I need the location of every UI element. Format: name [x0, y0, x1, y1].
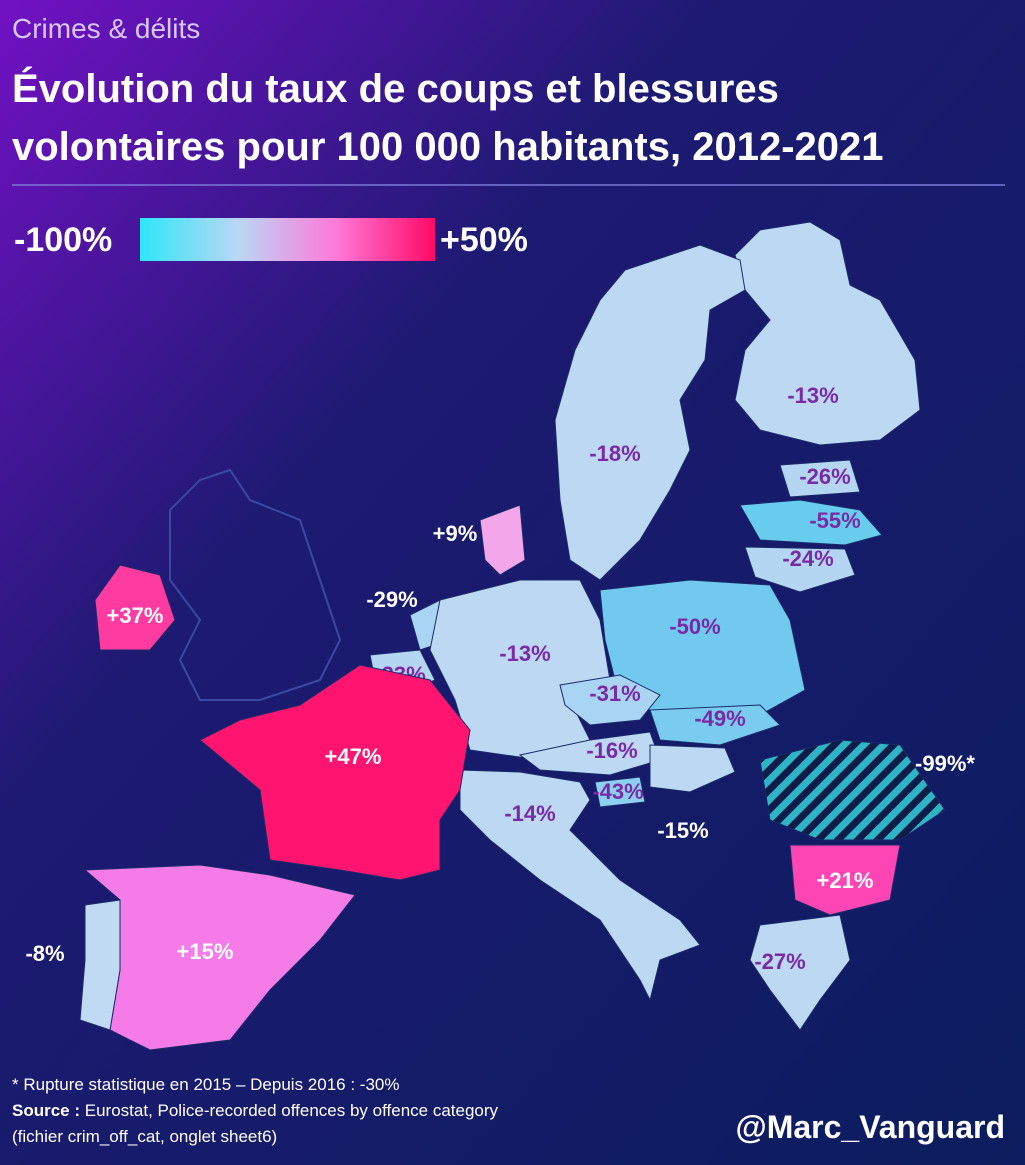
region-shape — [599, 579, 806, 721]
legend-bar — [140, 218, 435, 261]
uk-outline — [169, 468, 342, 701]
map: -13%-18%-26%-55%-24%+9%+37%-29%-23%-13%-… — [25, 221, 975, 1051]
region-shape — [649, 744, 736, 793]
title-line: Évolution du taux de coups et blessures — [12, 66, 779, 111]
region-label: -13% — [787, 383, 838, 408]
region-shape — [479, 504, 526, 576]
legend-min: -100% — [14, 221, 112, 259]
source-label: Source : — [12, 1101, 80, 1120]
region-shape — [559, 674, 661, 726]
category: Crimes & délits — [12, 13, 200, 44]
region-label: -24% — [782, 546, 833, 571]
region-label: +9% — [433, 521, 478, 546]
region-label: -50% — [669, 614, 720, 639]
source-file: (fichier crim_off_cat, onglet sheet6) — [12, 1127, 277, 1146]
region-shape — [94, 564, 176, 651]
region-shape — [199, 664, 471, 881]
region-label: -14% — [504, 801, 555, 826]
region-shape — [594, 776, 646, 808]
region-shape — [779, 459, 861, 498]
region-shape — [649, 704, 781, 746]
region-shape — [759, 739, 946, 841]
region-shape — [429, 579, 611, 761]
region-label: -26% — [799, 464, 850, 489]
source-text: Eurostat, Police-recorded offences by of… — [80, 1101, 499, 1120]
region-label: -8% — [25, 941, 64, 966]
region-shape — [789, 844, 901, 916]
region-shape — [744, 546, 856, 593]
title-line: volontaires pour 100 000 habitants, 2012… — [12, 125, 884, 169]
region-label: -18% — [589, 441, 640, 466]
region-label: +37% — [107, 603, 164, 628]
handle: @Marc_Vanguard — [735, 1109, 1005, 1145]
region-label: -16% — [586, 738, 637, 763]
region-label: -55% — [809, 508, 860, 533]
region-shape — [79, 899, 121, 1031]
source: Source : Eurostat, Police-recorded offen… — [12, 1101, 499, 1120]
region-shape — [554, 244, 746, 581]
region-shape — [739, 499, 883, 546]
region-label: +15% — [177, 939, 234, 964]
region-shape — [459, 769, 701, 1002]
region-shape — [749, 914, 851, 1031]
region-label: -99%* — [915, 751, 975, 776]
region-label: -15% — [657, 818, 708, 843]
legend-max: +50% — [440, 221, 528, 259]
region-label: -49% — [694, 706, 745, 731]
region-label: -43% — [592, 779, 643, 804]
footnote: * Rupture statistique en 2015 – Depuis 2… — [12, 1075, 399, 1094]
region-label: -13% — [499, 641, 550, 666]
region-label: -27% — [754, 949, 805, 974]
region-label: +21% — [817, 868, 874, 893]
region-shape — [734, 221, 921, 446]
region-label: -31% — [589, 681, 640, 706]
region-label: +47% — [325, 744, 382, 769]
region-label: -29% — [366, 587, 417, 612]
